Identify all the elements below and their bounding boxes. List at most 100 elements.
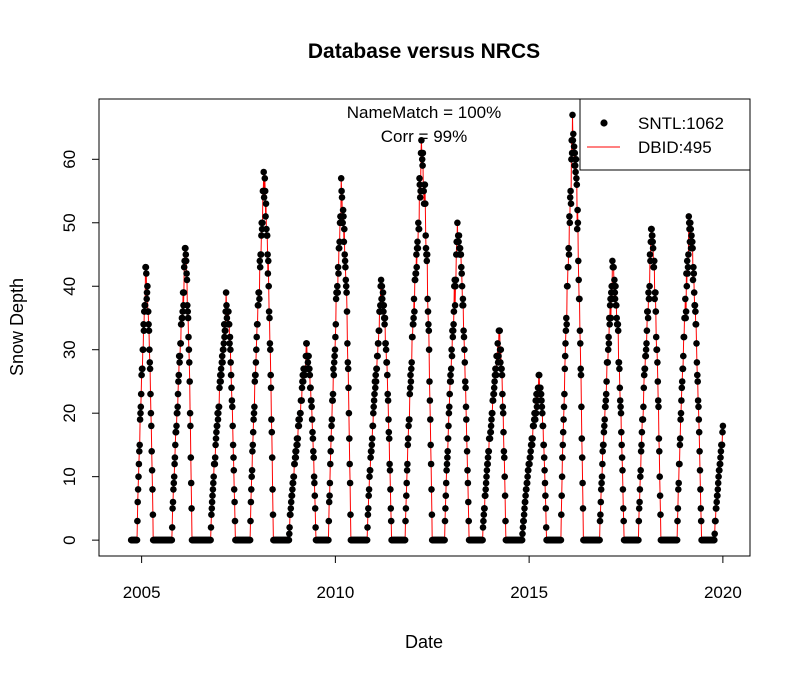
data-point	[346, 460, 354, 468]
data-point	[248, 473, 255, 481]
data-point	[372, 384, 379, 392]
data-point	[345, 384, 352, 392]
data-point	[133, 536, 141, 544]
data-point	[444, 435, 452, 442]
data-point	[209, 486, 217, 493]
data-point	[368, 441, 376, 449]
data-point	[500, 428, 507, 436]
data-point	[616, 384, 624, 392]
data-point	[674, 505, 682, 512]
data-point	[343, 289, 350, 296]
data-point	[619, 467, 626, 474]
data-point	[182, 244, 189, 252]
data-point	[685, 213, 693, 220]
data-point	[599, 448, 606, 455]
data-point	[260, 194, 268, 201]
data-point	[442, 492, 450, 500]
data-point	[249, 441, 257, 449]
data-point	[567, 200, 575, 207]
data-point	[373, 365, 381, 373]
data-point	[217, 378, 224, 385]
data-point	[481, 505, 488, 512]
data-point	[185, 346, 193, 354]
data-point	[306, 365, 313, 373]
data-point	[408, 365, 415, 373]
data-point	[213, 422, 221, 430]
data-point	[340, 238, 348, 246]
data-point	[462, 384, 469, 392]
data-point	[463, 448, 471, 455]
data-point	[414, 244, 422, 252]
data-point	[343, 308, 351, 315]
data-point	[188, 505, 195, 512]
data-point	[215, 403, 223, 411]
data-point	[602, 397, 610, 404]
data-point	[695, 416, 703, 423]
data-point	[523, 479, 531, 487]
data-point	[649, 238, 656, 246]
data-point	[690, 270, 698, 277]
data-point	[304, 359, 312, 366]
data-point	[416, 175, 423, 182]
data-point	[424, 295, 431, 303]
data-point	[365, 492, 373, 500]
data-point	[717, 448, 725, 455]
data-point	[499, 390, 506, 398]
data-point	[136, 416, 144, 423]
data-point	[480, 511, 488, 518]
data-point	[339, 206, 347, 214]
data-point	[464, 479, 472, 487]
data-point	[341, 257, 349, 265]
data-point	[578, 435, 586, 442]
data-point	[641, 365, 649, 373]
data-point	[494, 340, 502, 347]
data-point	[606, 321, 613, 328]
data-point	[519, 524, 527, 531]
x-tick-label: 2015	[510, 583, 548, 602]
data-point	[327, 448, 335, 455]
data-point	[227, 346, 234, 354]
data-point	[250, 416, 257, 423]
series-sntl-points	[127, 111, 727, 544]
data-point	[642, 352, 650, 360]
data-point	[696, 448, 703, 455]
data-point	[539, 422, 547, 430]
data-point	[297, 409, 304, 417]
data-point	[519, 530, 526, 538]
legend-label-sntl: SNTL:1062	[638, 114, 724, 133]
y-tick-label: 50	[60, 213, 79, 232]
data-point	[497, 359, 504, 366]
data-point	[335, 270, 342, 277]
data-point	[347, 511, 354, 518]
data-point	[263, 225, 270, 233]
data-point	[268, 454, 276, 461]
data-point	[173, 422, 180, 430]
data-point	[174, 390, 182, 398]
data-point	[328, 422, 335, 430]
data-point	[461, 359, 469, 366]
data-point	[484, 460, 492, 468]
data-point	[601, 416, 608, 423]
data-point	[140, 327, 148, 335]
data-point	[344, 365, 352, 373]
data-point	[538, 397, 545, 404]
data-point	[363, 536, 371, 544]
data-point	[182, 251, 190, 258]
data-point	[223, 314, 231, 322]
data-point	[401, 536, 409, 544]
data-point	[518, 536, 526, 544]
series-dbid-line	[131, 114, 724, 541]
data-point	[261, 175, 269, 182]
data-point	[501, 473, 509, 481]
data-point	[638, 428, 646, 436]
data-point	[657, 511, 664, 518]
data-point	[366, 467, 374, 474]
data-point	[484, 454, 492, 461]
data-point	[428, 511, 436, 518]
data-point	[655, 403, 662, 411]
data-point	[169, 505, 176, 512]
data-point	[577, 371, 585, 379]
data-point	[423, 257, 431, 265]
data-point	[574, 219, 582, 227]
data-point	[460, 327, 467, 335]
